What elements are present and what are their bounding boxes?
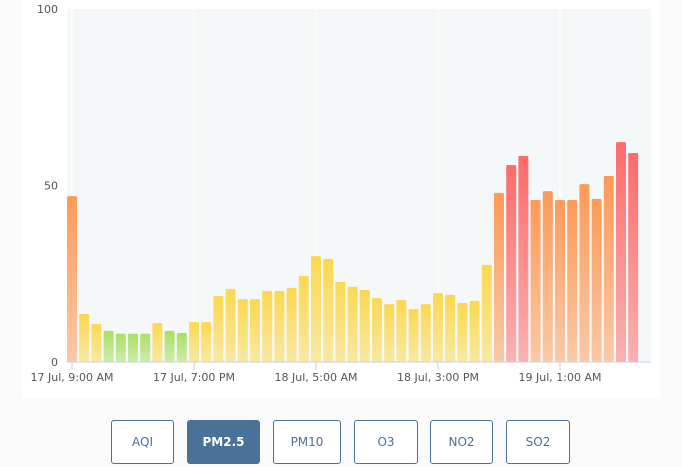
tab-aqi[interactable]: AQI	[111, 420, 174, 464]
bar	[213, 295, 224, 362]
bar	[298, 275, 309, 362]
bar	[335, 281, 346, 362]
x-tick-label: 18 Jul, 5:00 AM	[275, 371, 358, 384]
bar	[115, 333, 126, 362]
x-tick-label: 18 Jul, 3:00 PM	[397, 371, 479, 384]
bar	[274, 291, 285, 362]
bar	[164, 330, 175, 362]
bar	[628, 153, 639, 362]
bar	[408, 309, 419, 362]
bar	[237, 299, 248, 362]
bar	[79, 313, 90, 362]
bar	[518, 155, 529, 362]
bar	[91, 323, 102, 362]
bar	[286, 287, 297, 362]
tab-pm10[interactable]: PM10	[273, 420, 341, 464]
bar	[201, 322, 212, 362]
bar	[347, 286, 358, 362]
bar	[506, 165, 517, 362]
bar	[542, 191, 553, 362]
bar	[591, 198, 602, 362]
bar	[359, 289, 370, 362]
bar	[555, 199, 565, 362]
bar	[176, 333, 187, 362]
chart-card: 0 50 100 17 Jul, 9:00 AM 17 Jul, 7:00 PM 18 J…	[22, 0, 660, 398]
bar	[457, 303, 468, 362]
bar	[311, 256, 321, 362]
bar	[67, 196, 77, 362]
bar	[384, 304, 395, 362]
tab-pm25[interactable]: PM2.5	[187, 420, 260, 464]
bar	[189, 322, 199, 362]
y-tick-label: 100	[37, 3, 58, 16]
bar	[433, 293, 443, 362]
pm25-bar-chart: 0 50 100 17 Jul, 9:00 AM 17 Jul, 7:00 PM 18 J…	[31, 3, 651, 384]
bar	[372, 298, 382, 362]
bar	[396, 299, 407, 362]
bar	[616, 142, 626, 362]
tab-no2[interactable]: NO2	[430, 420, 493, 464]
x-tick-label: 19 Jul, 1:00 AM	[519, 371, 602, 384]
plot-area	[67, 9, 651, 362]
bar	[603, 175, 614, 362]
bar	[445, 294, 456, 362]
bar	[420, 304, 431, 362]
bar	[250, 299, 260, 362]
bar	[225, 288, 236, 362]
tab-o3[interactable]: O3	[354, 420, 418, 464]
x-tick-label: 17 Jul, 7:00 PM	[153, 371, 235, 384]
bar	[323, 258, 334, 362]
bar	[152, 323, 163, 362]
x-tick-label: 17 Jul, 9:00 AM	[31, 371, 114, 384]
bar	[128, 333, 138, 362]
y-tick-label: 50	[44, 180, 58, 193]
bar	[140, 333, 151, 362]
tab-so2[interactable]: SO2	[506, 420, 570, 464]
bar	[481, 264, 492, 362]
bar	[494, 192, 504, 362]
bar	[262, 291, 273, 362]
y-tick-label: 0	[51, 356, 58, 369]
bar	[530, 199, 541, 362]
bar	[469, 300, 480, 362]
bar	[567, 199, 578, 362]
bar	[103, 330, 114, 362]
bar	[579, 184, 590, 362]
